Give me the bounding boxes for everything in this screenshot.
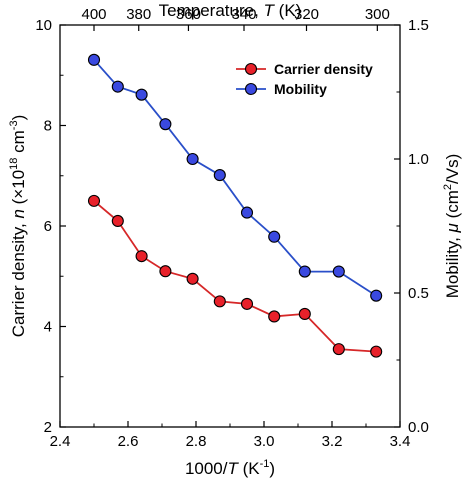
legend: Carrier density Mobility — [236, 61, 373, 97]
x-tick-label: 2.8 — [186, 433, 207, 450]
mobility-point — [332, 265, 345, 278]
mobility-point — [213, 169, 226, 182]
carrier-density-point — [213, 295, 226, 308]
carrier-density-point — [159, 265, 172, 278]
x-tick-label: 2.6 — [118, 433, 139, 450]
x-tick-label: 3.0 — [254, 433, 275, 450]
left-tick-label: 2 — [44, 419, 52, 436]
x-axis: 2.4 2.6 2.8 3.0 3.2 3.4 — [50, 421, 411, 450]
mobility-point — [186, 152, 199, 166]
plot-frame — [59, 24, 401, 428]
carrier-density-point — [135, 250, 148, 263]
plot-border — [59, 24, 401, 428]
mobility-point — [298, 265, 311, 278]
carrier-density-point — [186, 272, 199, 285]
legend-carrier-density-marker — [244, 62, 258, 76]
top-tick-label: 360 — [176, 6, 201, 23]
top-tick-label: 380 — [126, 6, 151, 23]
carrier-density-point — [87, 194, 101, 207]
mobility-point — [135, 88, 148, 101]
carrier-density-point — [268, 310, 281, 323]
mobility-point — [159, 118, 172, 131]
series-layer — [87, 53, 383, 358]
left-tick-label: 10 — [35, 17, 52, 34]
top-tick-label: 320 — [294, 6, 319, 23]
left-tick-label: 8 — [44, 118, 52, 135]
top-x-axis: 400 380 360 340 320 300 — [81, 6, 390, 31]
top-tick-label: 400 — [81, 6, 106, 23]
mobility-point — [240, 206, 254, 219]
x-tick-label: 2.4 — [50, 433, 71, 450]
carrier-density-point — [332, 343, 345, 356]
right-tick-label: 1.0 — [408, 151, 429, 168]
carrier-density-point — [370, 345, 383, 358]
mobility-point — [87, 53, 101, 66]
legend-carrier-density-label: Carrier density — [274, 61, 373, 77]
right-tick-label: 0.0 — [408, 419, 429, 436]
top-x-axis-title: Temperature, T (K) — [159, 1, 302, 20]
legend-mobility-label: Mobility — [274, 81, 327, 97]
top-tick-label: 300 — [365, 6, 390, 23]
legend-mobility-marker — [244, 82, 258, 96]
carrier-density-point — [111, 214, 124, 228]
carrier-density-line — [93, 200, 377, 353]
x-axis-title: 1000/T (K-1) — [185, 458, 275, 478]
left-tick-label: 6 — [44, 218, 52, 235]
x-tick-label: 3.2 — [322, 433, 343, 450]
left-y-axis: 2 4 6 8 10 — [35, 17, 66, 436]
x-tick-label: 3.4 — [390, 433, 411, 450]
right-tick-label: 1.5 — [408, 17, 429, 34]
carrier-density-point — [240, 297, 254, 310]
mobility-point — [370, 289, 383, 302]
mobility-point — [111, 80, 124, 93]
right-tick-label: 0.5 — [408, 285, 429, 302]
carrier-density-point — [298, 307, 311, 320]
top-tick-label: 340 — [231, 6, 256, 23]
mobility-point — [268, 230, 281, 243]
right-y-axis-title: Mobility, μ (cm2/Vs) — [442, 154, 462, 299]
right-y-axis: 0.0 0.5 1.0 1.5 — [394, 17, 429, 436]
left-tick-label: 4 — [44, 319, 52, 336]
left-y-axis-title: Carrier density, n (×1018 cm-3) — [8, 115, 28, 338]
